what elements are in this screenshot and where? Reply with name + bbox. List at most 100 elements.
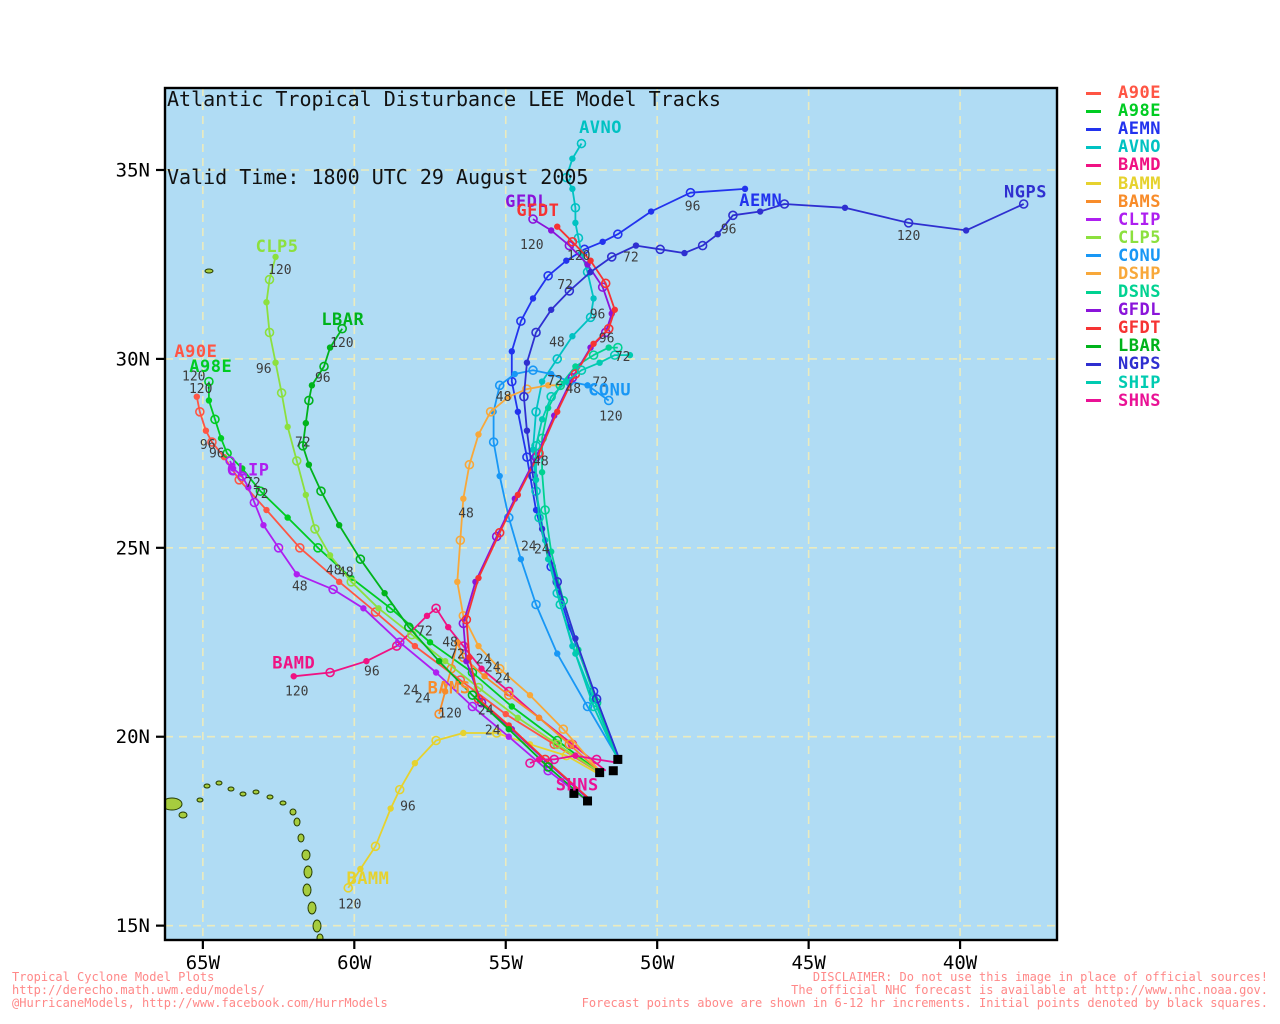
forecast-point-open (903, 218, 914, 228)
hour-label: 24 (476, 652, 492, 667)
hour-label: 96 (200, 438, 216, 453)
forecast-point-open (204, 376, 214, 387)
legend-label: NGPS (1118, 354, 1161, 375)
forecast-point-open (294, 543, 305, 553)
forecast-point-filled (584, 382, 591, 389)
forecast-point-filled (360, 605, 367, 612)
forecast-point-filled (572, 650, 579, 657)
track-line-BAMS (438, 641, 604, 776)
legend-label: CLP5 (1118, 227, 1161, 248)
forecast-point-open (491, 728, 502, 738)
forecast-point-open (552, 354, 563, 364)
island (266, 794, 274, 800)
forecast-point-filled (572, 363, 579, 370)
legend-label: BAMD (1118, 155, 1161, 176)
forecast-point-filled (514, 491, 522, 499)
forecast-point-filled (466, 654, 473, 661)
legend-label: SHNS (1118, 390, 1161, 411)
forecast-point-filled (326, 344, 334, 351)
forecast-point-open (249, 497, 260, 508)
initial-point-square (583, 796, 593, 806)
hour-label: 120 (338, 897, 361, 912)
forecast-point-open (582, 701, 593, 712)
forecast-point-open (576, 138, 587, 149)
map-label-CLP5: CLP5 (256, 237, 299, 257)
hour-label: 48 (326, 563, 342, 578)
track-line-GFDT (465, 226, 616, 798)
forecast-point-filled (426, 639, 434, 646)
axis-ticks: 65W 60W 55W 50W 45W 40W 35N 30N 25N 20N 15N (116, 159, 978, 974)
forecast-point-filled (569, 185, 576, 193)
forecast-point-open (507, 376, 517, 387)
forecast-point-open (531, 441, 541, 451)
x-axis-tick-label: 50W (640, 952, 675, 974)
forecast-point-open (519, 391, 529, 402)
forecast-point-open (531, 327, 541, 338)
initial-point-square (613, 754, 623, 764)
legend-dash-icon (1086, 163, 1101, 167)
forecast-point-open (488, 437, 499, 447)
forecast-point-filled (547, 370, 555, 378)
forecast-point-filled (517, 555, 525, 563)
map-frame (163, 86, 1059, 942)
forecast-point-filled (263, 299, 270, 306)
forecast-point-open (609, 350, 620, 360)
map-label-GFDL: GFDL (505, 192, 548, 212)
forecast-point-open (370, 841, 381, 852)
island (302, 883, 312, 897)
forecast-point-filled (302, 419, 310, 427)
hour-label: 24 (534, 542, 550, 557)
forecast-point-filled (496, 472, 503, 480)
hour-label: 120 (330, 336, 353, 351)
legend-item-BAMM: BAMM (1086, 174, 1161, 194)
forecast-point-filled (357, 865, 364, 873)
hour-label: 96 (315, 371, 331, 386)
legend-label: SHIP (1118, 372, 1161, 393)
forecast-point-filled (523, 427, 531, 434)
forecast-point-filled (193, 393, 201, 400)
forecast-point-filled (229, 465, 237, 472)
forecast-point-filled (290, 673, 297, 680)
forecast-point-filled (596, 359, 603, 366)
hour-label: 120 (268, 263, 291, 278)
forecast-point-open (1018, 199, 1029, 209)
forecast-point-filled (387, 805, 394, 812)
hour-label: 48 (565, 382, 581, 397)
hour-label: 96 (400, 800, 416, 815)
hour-label: 120 (285, 684, 308, 699)
footer-site-name: Tropical Cyclone Model Plots (12, 970, 215, 984)
hour-label: 120 (438, 706, 461, 721)
forecast-point-filled (505, 725, 512, 733)
hour-label: 72 (449, 647, 465, 662)
island (196, 797, 204, 803)
forecast-point-filled (481, 673, 488, 680)
island (203, 783, 211, 789)
legend-label: GFDT (1118, 318, 1161, 339)
legend-dash-icon (1086, 344, 1101, 348)
forecast-point-open (298, 441, 308, 451)
legend-dash-icon (1086, 308, 1101, 312)
track-line-A98E (207, 381, 604, 776)
forecast-point-open (543, 762, 553, 772)
track-BAMM (343, 728, 601, 893)
legend-label: BAMS (1118, 191, 1161, 212)
forecast-point-filled (335, 521, 343, 529)
legend-dash-icon (1086, 326, 1101, 330)
forecast-point-open (552, 739, 563, 750)
island (301, 849, 311, 861)
forecast-point-open (225, 456, 235, 466)
hour-label: 24 (521, 539, 537, 554)
map-label-NGPS: NGPS (1004, 182, 1047, 202)
track-SHIP (531, 350, 634, 760)
legend-dash-icon (1086, 109, 1101, 113)
forecast-point-open (531, 406, 541, 417)
forecast-point-open (534, 512, 544, 523)
track-line-A90E (195, 396, 604, 776)
forecast-point-open (685, 187, 696, 198)
forecast-point-open (540, 505, 550, 515)
forecast-point-filled (523, 359, 531, 366)
forecast-point-filled (526, 691, 534, 699)
forecast-point-filled (205, 397, 213, 404)
map-label-AVNO: AVNO (579, 118, 622, 138)
map-label-GFDT: GFDT (516, 201, 559, 221)
